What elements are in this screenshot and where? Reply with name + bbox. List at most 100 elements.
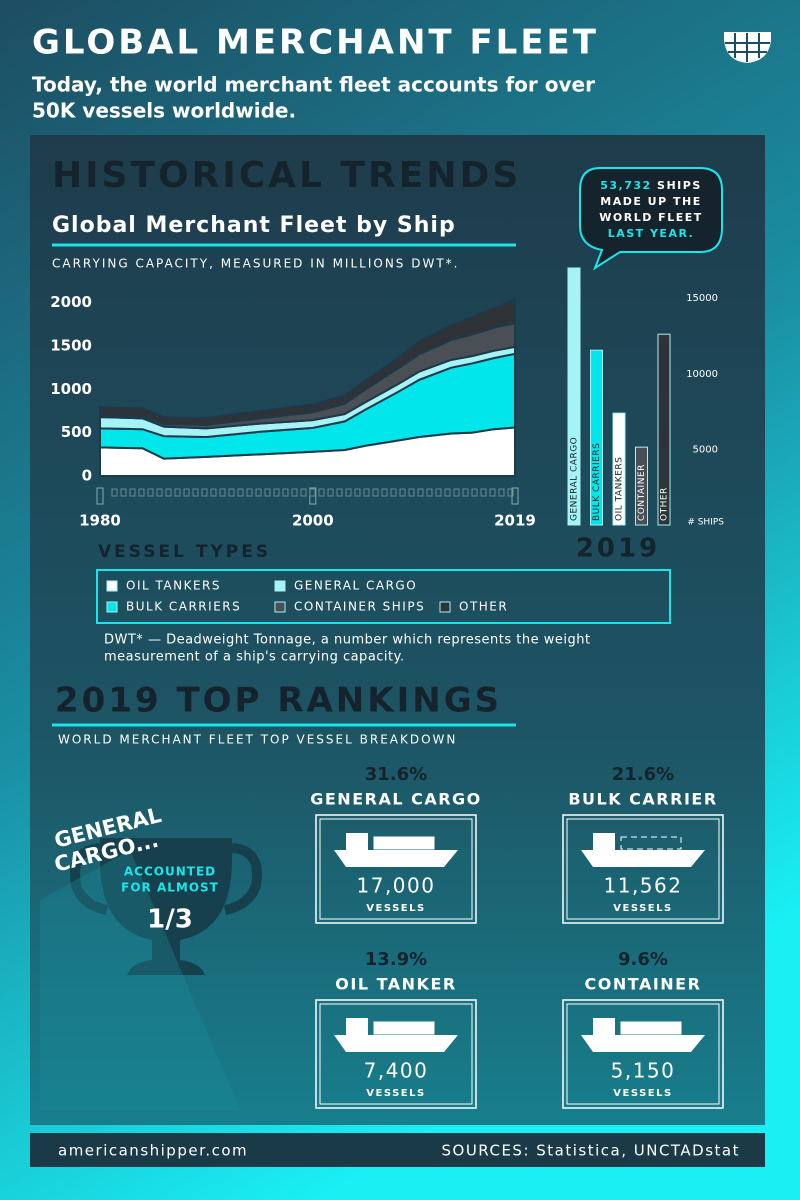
x-tick: [96, 487, 104, 505]
trophy-fraction: 1/3: [147, 905, 193, 935]
section-heading: 2019 TOP RANKINGS: [55, 681, 502, 721]
rank-name: GENERAL CARGO: [310, 790, 482, 809]
chart-subtitle: CARRYING CAPACITY, MEASURED IN MILLIONS …: [52, 257, 459, 271]
ship-icon: [334, 833, 458, 867]
axis-decoration: [399, 488, 406, 497]
footer-site: americanshipper.com: [58, 1142, 248, 1160]
card-frame: [566, 818, 720, 920]
rank-count: 17,000: [357, 874, 436, 898]
card-frame: [566, 1003, 720, 1105]
card-frame: [319, 1003, 473, 1105]
x-tick-label: 1980: [79, 512, 121, 530]
axis-decoration: [147, 488, 154, 497]
subtitle-line: Today, the world merchant fleet accounts…: [32, 73, 595, 97]
axis-decoration: [462, 488, 469, 497]
y-tick-label: 0: [82, 467, 92, 485]
callout-text: WORLD FLEET: [599, 211, 702, 224]
rank-percent: 31.6%: [365, 764, 427, 785]
legend-label: OIL TANKERS: [126, 579, 221, 593]
rankings: 31.6% GENERAL CARGO 17,000 VESSELS 21.6% BULK…: [310, 764, 724, 1109]
ship-icon: [334, 1018, 458, 1052]
rank-name: CONTAINER: [585, 975, 702, 994]
rank-unit: VESSELS: [366, 1088, 425, 1099]
trophy-text: FOR ALMOST: [121, 881, 219, 895]
footnote: measurement of a ship's carrying capacit…: [104, 650, 405, 665]
rank-count: 7,400: [364, 1059, 429, 1083]
ship-icon: [581, 833, 705, 867]
rank-count: 11,562: [604, 874, 683, 898]
legend-swatch: [274, 601, 286, 613]
callout-text: MADE UP THE: [600, 195, 701, 208]
legend-label: OTHER: [459, 600, 508, 614]
bar: [657, 333, 671, 526]
callout: 53,732 SHIPS MADE UP THE WORLD FLEET LAS…: [579, 167, 723, 271]
y-tick-label: 5000: [693, 444, 718, 455]
cargo-icon: [620, 1021, 682, 1035]
card-frame: [315, 814, 477, 924]
bar-chart: 5000 10000 15000 # SHIPS 2019 GENERAL CARGO BU…: [567, 267, 724, 564]
axis-decoration: [390, 488, 397, 497]
axis-decoration: [471, 488, 478, 497]
axis-decoration: [354, 488, 361, 497]
bar: [590, 349, 603, 526]
rank-unit: VESSELS: [366, 903, 425, 914]
axis-decoration: [237, 488, 244, 497]
axis-decoration: [498, 488, 505, 497]
cargo-icon: [620, 836, 682, 850]
area-chart: 0 500 1000 1500 2000 1980 2000 2019: [50, 293, 536, 529]
logo: [724, 32, 771, 64]
axis-decoration: [138, 488, 145, 497]
legend: OIL TANKERS BULK CARRIERS GENERAL CARGO CON…: [106, 579, 508, 614]
axis-decoration: [381, 488, 388, 497]
cargo-icon: [373, 836, 435, 850]
legend-label: BULK CARRIERS: [126, 600, 241, 614]
rank-count: 5,150: [611, 1059, 676, 1083]
callout-text: LAST YEAR.: [608, 227, 695, 240]
axis-decoration: [255, 488, 262, 497]
axis-decoration: [291, 488, 298, 497]
bar: [567, 267, 581, 526]
section-heading: HISTORICAL TRENDS: [52, 155, 521, 196]
trophy: GENERAL CARGO... ACCOUNTED FOR ALMOST 1/…: [40, 803, 262, 1110]
card-frame: [315, 999, 477, 1109]
rankings-subheading: WORLD MERCHANT FLEET TOP VESSEL BREAKDOW…: [58, 733, 457, 747]
legend-box: [96, 569, 671, 624]
axis-decoration: [228, 488, 235, 497]
cargo-icon: [373, 1021, 435, 1035]
axis-decoration: [111, 488, 118, 497]
y-tick-label: 2000: [50, 293, 92, 311]
legend-swatch: [439, 601, 451, 613]
area: [99, 298, 516, 426]
x-tick-label: 2019: [494, 512, 536, 530]
axis-decoration: [120, 488, 127, 497]
axis-decoration: [201, 488, 208, 497]
rank-name: BULK CARRIER: [568, 790, 717, 809]
footer-sources: SOURCES: Statistica, UNCTADstat: [441, 1142, 740, 1160]
axis-decoration: [282, 488, 289, 497]
bar-label: OTHER: [660, 487, 670, 521]
legend-label: CONTAINER SHIPS: [294, 600, 425, 614]
y-tick-label: 1500: [50, 337, 92, 355]
page-title: GLOBAL MERCHANT FLEET: [32, 23, 599, 63]
axis-decoration: [156, 488, 163, 497]
bar-label: OIL TANKERS: [615, 457, 625, 521]
rank-unit: VESSELS: [613, 903, 672, 914]
rank-percent: 9.6%: [618, 949, 668, 970]
axis-decoration: [489, 488, 496, 497]
axis-decoration: [183, 488, 190, 497]
axis-decoration: [273, 488, 280, 497]
legend-swatch: [106, 580, 118, 592]
bar: [612, 412, 626, 526]
rank-name: OIL TANKER: [335, 975, 456, 994]
footer-bar: [30, 1133, 765, 1167]
axis-decoration: [246, 488, 253, 497]
axis-decoration: [327, 488, 334, 497]
legend-label: GENERAL CARGO: [294, 579, 417, 593]
y-tick-label: 1000: [50, 380, 92, 398]
footnote: DWT* — Deadweight Tonnage, a number whic…: [104, 633, 591, 648]
axis-decoration: [372, 488, 379, 497]
axis-decoration: [435, 488, 442, 497]
axis-decoration: [174, 488, 181, 497]
axis-decoration: [192, 488, 199, 497]
axis-decoration: [507, 488, 514, 497]
